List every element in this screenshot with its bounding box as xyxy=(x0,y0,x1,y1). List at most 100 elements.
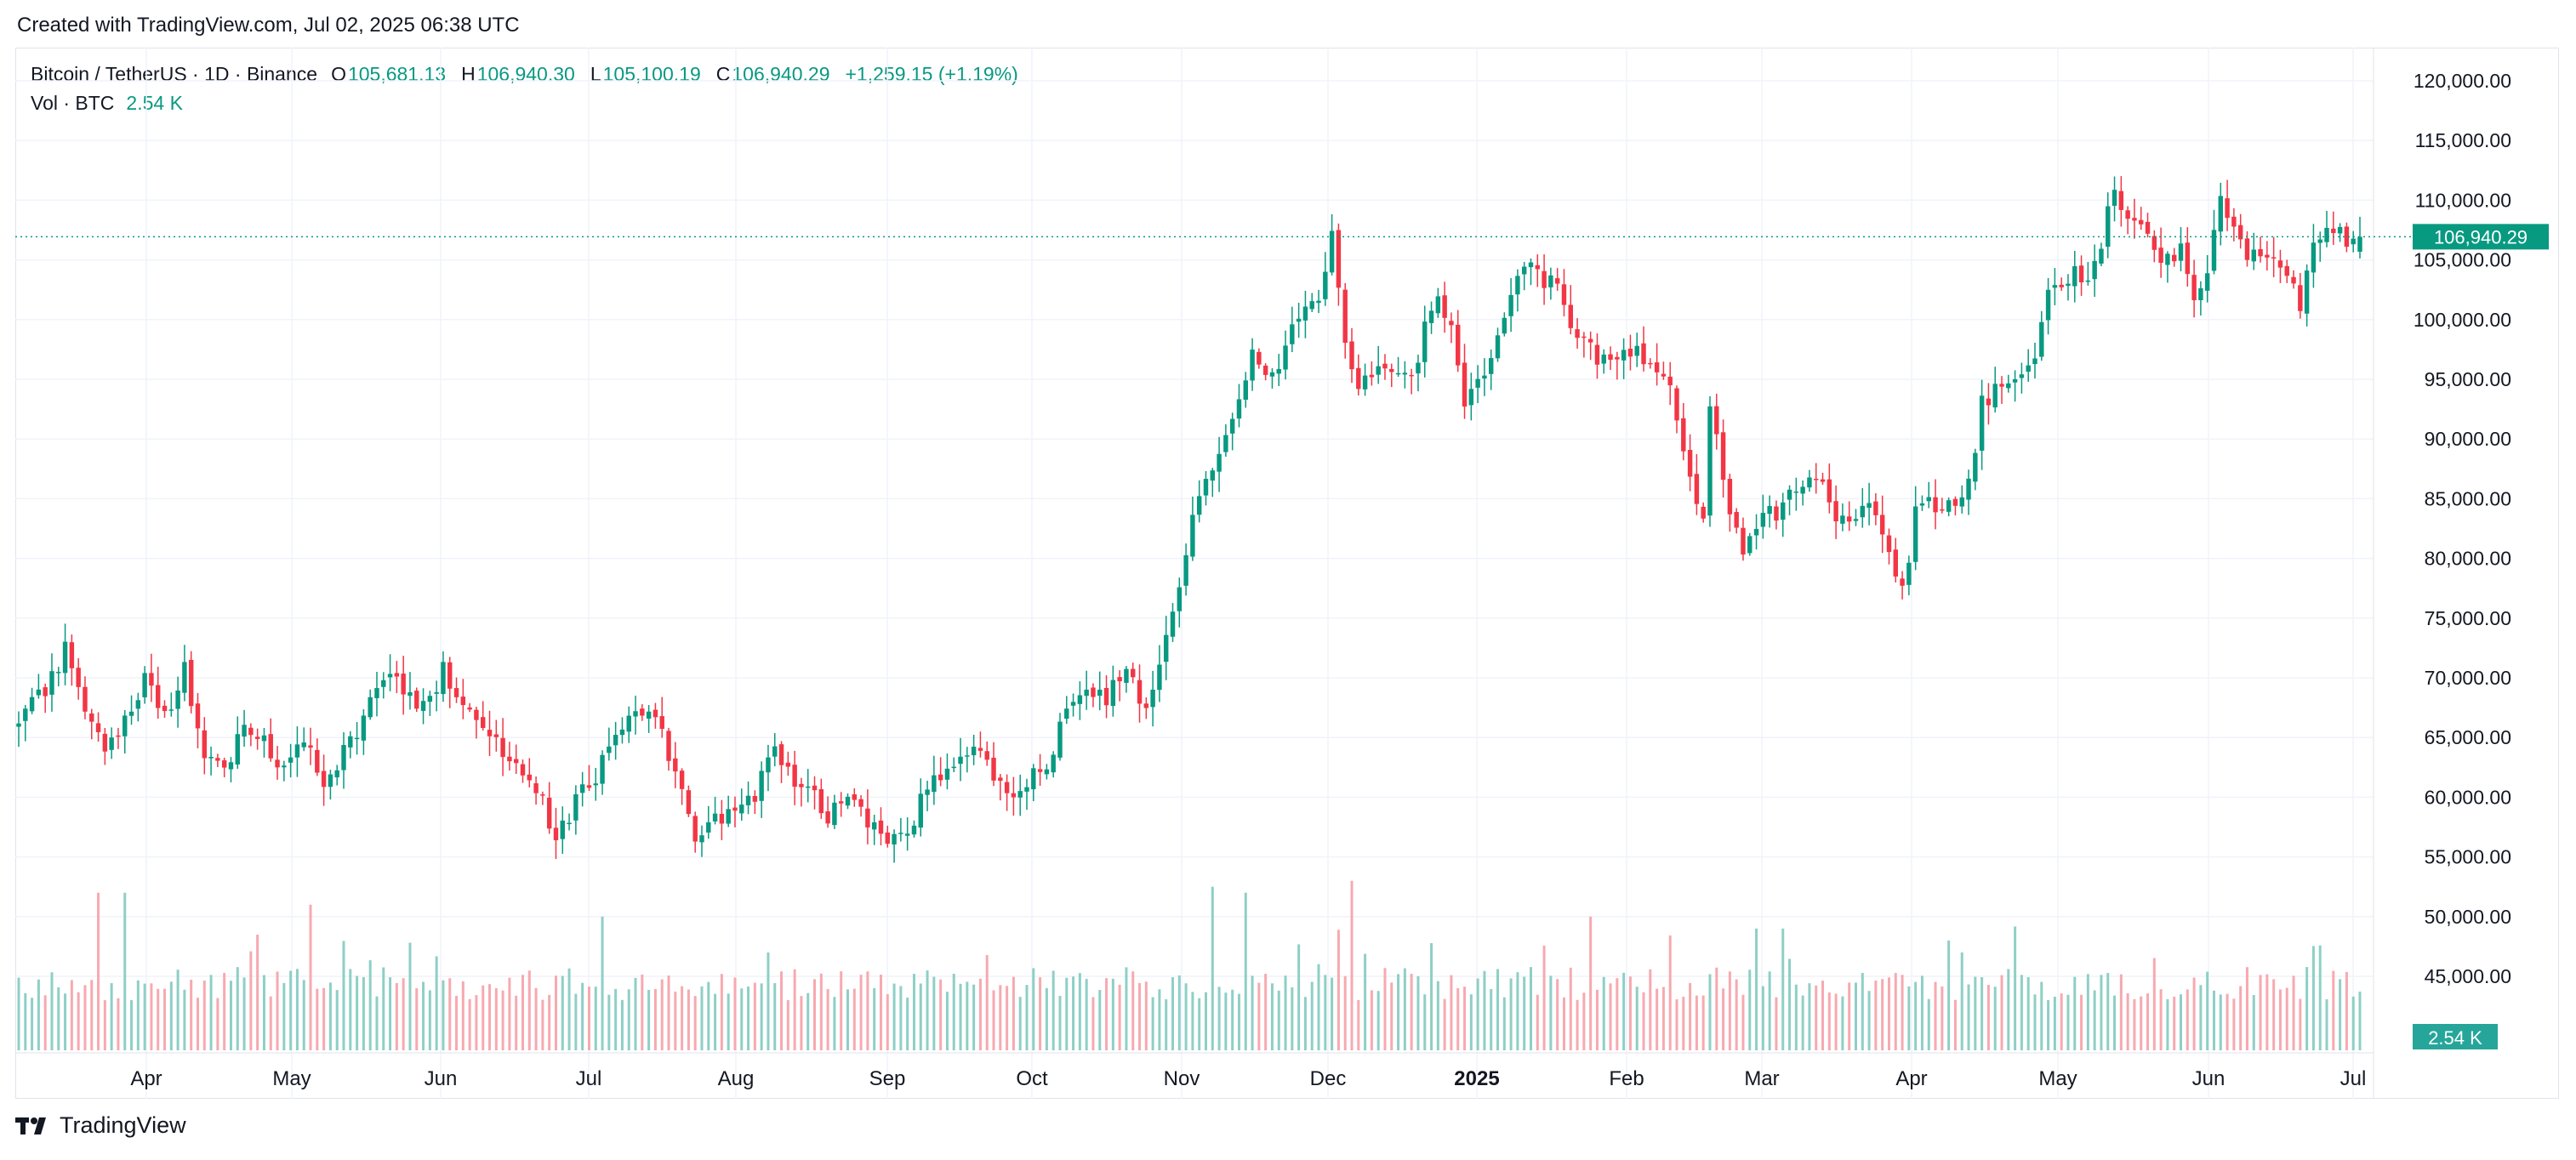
volume-bar xyxy=(886,993,889,1050)
chart-frame[interactable] xyxy=(15,48,2559,1099)
volume-bar xyxy=(1171,977,1175,1050)
candle-body xyxy=(407,691,413,697)
candle-body xyxy=(1554,278,1560,284)
volume-bar xyxy=(1589,916,1593,1050)
candle-body xyxy=(712,813,718,822)
volume-bar xyxy=(1012,976,1015,1050)
candle-body xyxy=(467,707,472,710)
volume-bar xyxy=(767,952,770,1050)
volume-bar xyxy=(2192,977,2196,1050)
volume-bar xyxy=(840,971,843,1050)
candle-body xyxy=(2344,226,2350,247)
candle-body xyxy=(2357,236,2362,253)
volume-bar xyxy=(1032,968,1035,1050)
candle-body xyxy=(1634,345,1639,356)
volume-bar xyxy=(1051,970,1055,1050)
volume-bar xyxy=(2100,975,2103,1050)
volume-bar xyxy=(2259,975,2262,1050)
volume-bar xyxy=(249,951,253,1050)
candle-body xyxy=(487,730,493,736)
candle-body xyxy=(1999,384,2004,387)
candle-body xyxy=(460,697,466,706)
candle-body xyxy=(1229,418,1235,434)
volume-bar xyxy=(1768,971,1771,1050)
candle-body xyxy=(2019,374,2025,378)
volume-bar xyxy=(461,981,464,1050)
candle-body xyxy=(1435,296,1441,314)
candle-body xyxy=(1734,512,1739,528)
volume-bar xyxy=(90,980,94,1050)
volume-label[interactable]: Vol · BTC xyxy=(31,92,115,114)
volume-badge: 2.54 K xyxy=(2428,1027,2482,1049)
candle-body xyxy=(2078,265,2084,283)
volume-bar xyxy=(328,982,332,1050)
volume-bar xyxy=(1907,986,1911,1050)
volume-bar xyxy=(1616,978,1619,1050)
volume-bar xyxy=(422,981,425,1050)
volume-bar xyxy=(1741,994,1745,1050)
candle-body xyxy=(1601,354,1606,364)
candle-body xyxy=(1853,519,1859,521)
candle-body xyxy=(89,713,94,722)
volume-bar xyxy=(1251,975,1254,1050)
candle-body xyxy=(481,717,486,728)
volume-bar xyxy=(176,970,180,1050)
candle-body xyxy=(1196,496,1202,515)
volume-bar xyxy=(985,955,989,1050)
volume-bar xyxy=(2180,994,2183,1050)
volume-bar xyxy=(2345,971,2348,1050)
volume-bar xyxy=(382,967,385,1050)
candle-body xyxy=(726,809,731,824)
volume-bar xyxy=(43,995,47,1050)
candle-body xyxy=(1561,284,1567,305)
candle-body xyxy=(1787,489,1792,500)
candle-body xyxy=(812,785,818,791)
volume-bar xyxy=(992,990,995,1050)
candle-body xyxy=(1793,491,1799,493)
volume-bar xyxy=(1336,930,1340,1050)
candle-body xyxy=(2331,228,2336,234)
volume-bar xyxy=(1058,996,1062,1050)
candle-body xyxy=(1701,506,1706,519)
volume-bar xyxy=(402,978,405,1050)
candle-body xyxy=(1276,368,1281,374)
candle-body xyxy=(1833,501,1838,521)
candle-body xyxy=(1933,497,1938,513)
volume-bar xyxy=(482,985,485,1050)
candle-body xyxy=(2178,243,2184,261)
open-label: O xyxy=(331,63,346,85)
y-tick-label: 80,000.00 xyxy=(2425,548,2511,570)
volume-bar xyxy=(2351,996,2355,1050)
candle-body xyxy=(208,756,214,759)
candle-body xyxy=(832,802,837,826)
volume-bar xyxy=(548,994,551,1050)
candle-body xyxy=(282,765,287,768)
volume-bar xyxy=(70,980,73,1050)
candle-body xyxy=(62,641,68,674)
candle-body xyxy=(1774,506,1779,521)
volume-bar xyxy=(720,974,723,1050)
axes: 120,000.00 115,000.00 110,000.00 105,000.00… xyxy=(15,48,2511,1099)
candle-body xyxy=(56,672,61,674)
volume-bar xyxy=(183,989,186,1050)
candle-body xyxy=(984,751,989,760)
candle-body xyxy=(739,805,744,814)
volume-bar xyxy=(1967,984,1970,1050)
candle-body xyxy=(659,716,664,730)
volume-bar xyxy=(1357,999,1360,1050)
candle-body xyxy=(1422,321,1428,362)
candle-body xyxy=(2324,227,2329,242)
x-tick-label: Jun xyxy=(425,1067,458,1090)
volume-bar xyxy=(2265,974,2269,1050)
volume-bar xyxy=(959,983,962,1050)
volume-bar xyxy=(1980,977,1984,1050)
candle-body xyxy=(1840,515,1845,524)
tradingview-brand[interactable]: TradingView xyxy=(15,1112,186,1139)
volume-bar xyxy=(1661,987,1665,1050)
volume-bar xyxy=(740,988,744,1050)
candle-body xyxy=(1217,453,1222,472)
volume-bar xyxy=(77,992,80,1050)
volume-bar xyxy=(899,986,903,1050)
candle-body xyxy=(1137,680,1143,704)
